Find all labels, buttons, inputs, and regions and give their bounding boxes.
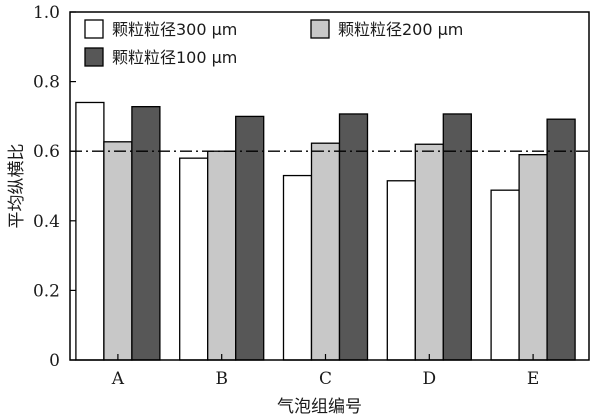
legend-label-2: 颗粒粒径200 μm [338, 20, 463, 39]
bar-C-series-3 [338, 113, 369, 361]
y-tick-label: 0.6 [33, 142, 60, 162]
x-tick-label-D: D [422, 369, 436, 389]
x-tick-label-C: C [319, 369, 332, 389]
bar-A-series-3 [131, 106, 161, 361]
bar-B-series-2 [207, 150, 237, 361]
legend-swatch-1 [84, 19, 104, 39]
y-tick-label: 0.8 [33, 73, 60, 93]
legend-label-3: 颗粒粒径100 μm [112, 48, 237, 67]
x-axis-title: 气泡组编号 [277, 397, 362, 417]
y-tick-label: 0.4 [33, 212, 60, 232]
y-tick-label: 0.2 [33, 281, 60, 301]
y-axis: 0 0.2 0.4 0.6 0.8 1.0 [33, 3, 76, 371]
x-tick-label-E: E [527, 369, 539, 389]
bar-D-series-1 [386, 180, 416, 361]
bar-B-series-1 [179, 157, 209, 361]
x-tick-label-A: A [111, 369, 125, 389]
x-tick-label-B: B [215, 369, 228, 389]
bar-A-series-1 [75, 101, 105, 361]
bar-E-series-2 [518, 154, 548, 361]
legend-swatch-3 [84, 47, 104, 67]
bar-E-series-3 [546, 118, 576, 361]
bar-E-series-1 [490, 189, 520, 361]
x-axis: A B C D E [111, 354, 539, 389]
bar-C-series-2 [310, 142, 341, 361]
bar-B-series-3 [235, 115, 265, 361]
bar-D-series-3 [442, 113, 472, 361]
bars-group [75, 101, 576, 361]
legend: 颗粒粒径300 μm 颗粒粒径200 μm 颗粒粒径100 μm [84, 19, 463, 67]
bar-C-series-1 [282, 174, 313, 361]
y-tick-label: 0 [49, 351, 60, 371]
plot-frame [69, 11, 590, 361]
legend-label-1: 颗粒粒径300 μm [112, 20, 237, 39]
y-tick-label: 1.0 [33, 3, 60, 23]
bar-D-series-2 [414, 143, 444, 361]
y-axis-title: 平均纵横比 [7, 144, 27, 229]
bar-A-series-2 [103, 141, 133, 361]
legend-swatch-2 [310, 19, 330, 39]
